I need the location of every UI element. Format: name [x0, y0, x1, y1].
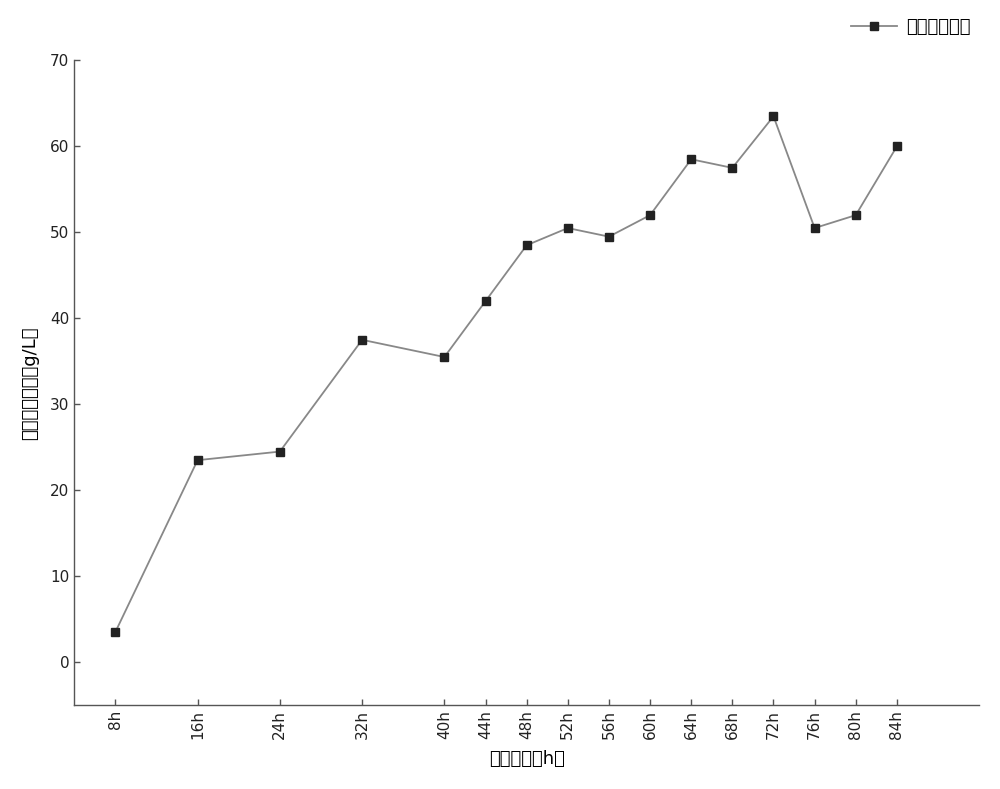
- 高丝氨酸含量: [109, 627, 121, 637]
- Line: 高丝氨酸含量: 高丝氨酸含量: [111, 112, 901, 636]
- 高丝氨酸含量: [521, 241, 533, 250]
- 高丝氨酸含量: [767, 111, 779, 121]
- 高丝氨酸含量: [438, 352, 450, 361]
- X-axis label: 发酵时间（h）: 发酵时间（h）: [489, 750, 565, 768]
- Legend: 高丝氨酸含量: 高丝氨酸含量: [851, 18, 970, 36]
- 高丝氨酸含量: [480, 297, 492, 306]
- 高丝氨酸含量: [685, 155, 697, 164]
- 高丝氨酸含量: [356, 335, 368, 345]
- 高丝氨酸含量: [726, 163, 738, 173]
- 高丝氨酸含量: [603, 232, 615, 241]
- 高丝氨酸含量: [850, 211, 862, 220]
- 高丝氨酸含量: [809, 223, 821, 233]
- 高丝氨酸含量: [562, 223, 574, 233]
- 高丝氨酸含量: [891, 142, 903, 151]
- Y-axis label: 高丝氨酸含量（g/L）: 高丝氨酸含量（g/L）: [21, 326, 39, 439]
- 高丝氨酸含量: [192, 455, 204, 465]
- 高丝氨酸含量: [644, 211, 656, 220]
- 高丝氨酸含量: [274, 447, 286, 456]
